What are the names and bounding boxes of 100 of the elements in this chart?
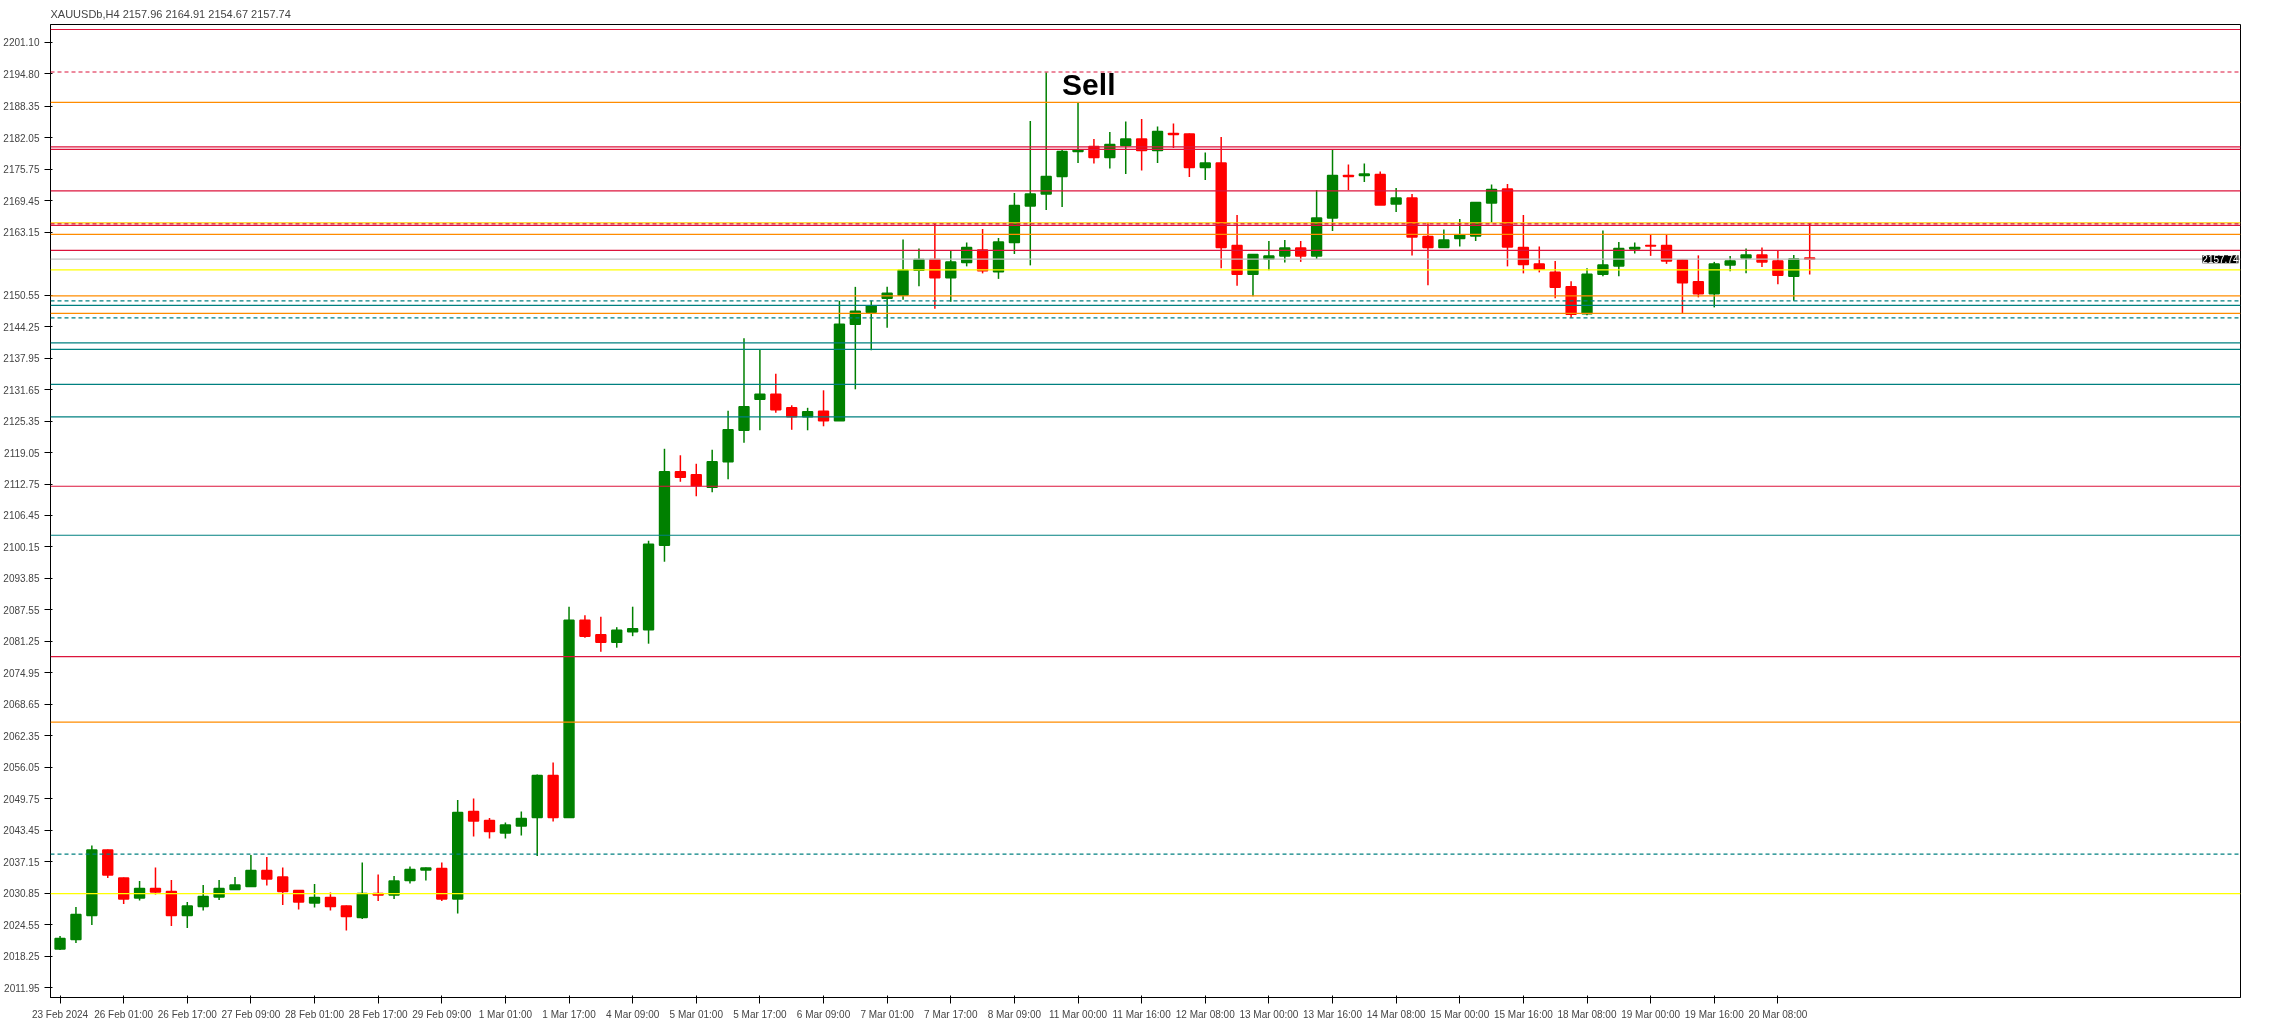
candlestick [770, 373, 782, 414]
x-tick-label: 13 Mar 16:00 [1303, 1008, 1363, 1020]
candlestick [515, 810, 527, 837]
x-tick-label: 4 Mar 09:00 [605, 1008, 660, 1020]
candlestick [1644, 233, 1657, 257]
x-tick-label: 18 Mar 08:00 [1557, 1008, 1617, 1020]
x-tick-label: 23 Feb 2024 [31, 1008, 89, 1020]
candlestick [245, 854, 257, 888]
x-tick-label: 7 Mar 17:00 [924, 1008, 978, 1020]
candlestick [117, 876, 130, 905]
candlestick [786, 404, 798, 431]
y-tick-label: 2037.15 [3, 856, 40, 868]
x-tick-label: 14 Mar 08:00 [1366, 1008, 1427, 1020]
candlestick [611, 626, 623, 649]
x-tick-label: 27 Feb 09:00 [221, 1008, 281, 1020]
candlestick [1549, 260, 1561, 300]
candlestick [1358, 162, 1371, 183]
candlestick [483, 817, 496, 840]
candlestick [1740, 247, 1752, 275]
y-tick-label: 2024.55 [3, 919, 40, 931]
x-tick-label: 15 Mar 00:00 [1430, 1008, 1490, 1020]
x-tick-label: 7 Mar 01:00 [860, 1008, 915, 1020]
y-tick-label: 2137.95 [3, 353, 40, 365]
y-tick-label: 2201.10 [3, 37, 40, 49]
y-tick-label: 2112.75 [4, 479, 40, 491]
x-tick-label: 28 Feb 01:00 [285, 1008, 345, 1020]
y-tick-label: 2125.35 [3, 416, 40, 428]
annotation: Sell [1062, 68, 1116, 102]
y-tick-label: 2081.25 [3, 636, 40, 648]
candlestick [1199, 151, 1211, 181]
candlestick [1024, 120, 1036, 267]
x-tick-label: 12 Mar 08:00 [1175, 1008, 1236, 1020]
y-tick-label: 2018.25 [3, 951, 40, 963]
x-tick-label: 8 Mar 09:00 [987, 1008, 1042, 1020]
x-tick-label: 6 Mar 09:00 [796, 1008, 851, 1020]
x-tick-label: 26 Feb 01:00 [94, 1008, 154, 1020]
candlestick [595, 615, 607, 653]
x-tick-label: 15 Mar 16:00 [1493, 1008, 1554, 1020]
candlestick [467, 797, 480, 838]
candlestick [1263, 240, 1275, 272]
y-tick-label: 2169.45 [3, 195, 40, 207]
candlestick [149, 866, 162, 896]
y-tick-label: 2131.65 [3, 384, 40, 396]
candlestick [340, 904, 353, 932]
candlestick [420, 866, 432, 882]
x-tick-label: 11 Mar 00:00 [1048, 1008, 1108, 1020]
candlestick [1422, 221, 1434, 287]
x-tick-label: 11 Mar 16:00 [1112, 1008, 1172, 1020]
x-tick-label: 1 Mar 01:00 [478, 1008, 533, 1020]
candlestick [277, 866, 289, 906]
y-tick-label: 2175.75 [3, 164, 40, 176]
candlestick [579, 614, 591, 639]
candlestick [690, 463, 702, 498]
y-tick-label: 2150.55 [3, 290, 40, 302]
x-tick-label: 5 Mar 01:00 [669, 1008, 724, 1020]
candlestick [1390, 187, 1402, 213]
y-tick-label: 2062.35 [3, 730, 40, 742]
candlestick [181, 901, 193, 929]
y-tick-label: 2182.05 [3, 132, 40, 144]
candlestick [754, 349, 766, 432]
x-tick-label: 28 Feb 17:00 [348, 1008, 409, 1020]
candlestick [1295, 240, 1307, 263]
y-tick-label: 2119.05 [4, 447, 40, 459]
candlestick [626, 605, 639, 637]
y-tick-label: 2074.95 [3, 667, 40, 679]
candlestick [1772, 249, 1784, 286]
x-tick-label: 19 Mar 00:00 [1621, 1008, 1681, 1020]
candlestick [674, 454, 687, 483]
x-tick-label: 20 Mar 08:00 [1748, 1008, 1808, 1020]
candlestick [1279, 239, 1291, 264]
x-tick-label: 5 Mar 17:00 [733, 1008, 788, 1020]
y-tick-label: 2030.85 [3, 888, 40, 900]
candlestick [356, 861, 368, 920]
x-tick-label: 29 Feb 09:00 [412, 1008, 472, 1020]
candlestick [261, 856, 273, 887]
y-tick-label: 2093.85 [3, 573, 40, 585]
y-tick-label: 2194.80 [3, 68, 40, 80]
candlestick [308, 883, 321, 909]
y-tick-label: 2100.15 [3, 541, 40, 553]
candlestick [165, 879, 178, 927]
candlestick [197, 884, 209, 912]
y-tick-label: 2011.95 [4, 982, 40, 994]
y-tick-label: 2087.55 [3, 604, 40, 616]
y-tick-label: 2163.15 [3, 227, 40, 239]
x-tick-label: 1 Mar 17:00 [542, 1008, 597, 1020]
candlestick [1120, 120, 1132, 175]
candlestick [292, 889, 305, 911]
x-tick-label: 19 Mar 16:00 [1684, 1008, 1745, 1020]
candlestick [213, 879, 225, 901]
y-tick-label: 2106.45 [3, 510, 40, 522]
y-tick-label: 2068.65 [3, 699, 40, 711]
y-tick-label: 2144.25 [3, 321, 40, 333]
y-tick-label: 2043.45 [3, 825, 40, 837]
x-tick-label: 13 Mar 00:00 [1239, 1008, 1299, 1020]
ref-line-label: 2157.74 [2202, 254, 2239, 266]
y-tick-label: 2049.75 [3, 793, 40, 805]
x-tick-label: 26 Feb 17:00 [157, 1008, 218, 1020]
candlestick [738, 337, 750, 444]
y-tick-label: 2188.35 [3, 101, 40, 113]
y-tick-label: 2056.05 [3, 762, 40, 774]
